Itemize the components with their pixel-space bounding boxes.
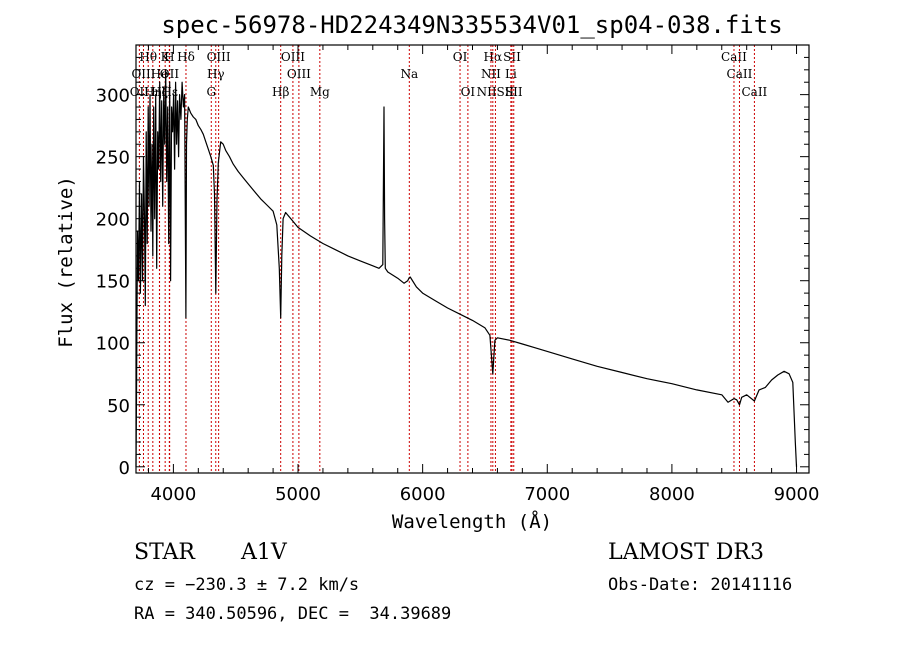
- line-marker-label: OIII: [281, 50, 305, 64]
- x-tick-label: 5000: [275, 484, 321, 505]
- line-marker-label: Hγ: [207, 67, 225, 81]
- line-marker-label: He: [151, 67, 169, 81]
- line-marker-label: Mg: [310, 85, 330, 99]
- line-marker-label: OII: [160, 67, 180, 81]
- survey-name: LAMOST DR3: [608, 540, 764, 565]
- line-marker-label: Na: [400, 67, 418, 81]
- coordinates: RA = 340.50596, DEC = 34.39689: [134, 604, 452, 624]
- y-tick-label: 250: [96, 148, 130, 169]
- line-marker-label: Hθ: [139, 50, 157, 64]
- axes: [135, 44, 810, 474]
- plot-frame: [135, 44, 810, 474]
- line-marker-label: SII: [503, 50, 521, 64]
- y-tick-label: 300: [96, 86, 130, 107]
- line-marker-label: NII: [481, 67, 501, 81]
- y-axis-label: Flux (relative): [55, 176, 77, 348]
- line-marker-label: OIII: [131, 67, 155, 81]
- x-tick-label: 7000: [524, 484, 570, 505]
- x-axis-ticks: 4000 5000 6000 7000 8000 9000: [147, 45, 820, 505]
- y-tick-label: 100: [96, 334, 130, 355]
- y-axis-ticks: 0 50 100 150 200 250 300: [96, 56, 809, 479]
- y-tick-label: 0: [119, 458, 130, 479]
- y-tick-label: 200: [96, 210, 130, 231]
- line-marker-label: CaII: [721, 50, 747, 64]
- chart-title: spec-56978-HD224349N335534V01_sp04-038.f…: [161, 11, 782, 39]
- y-tick-label: 50: [107, 396, 130, 417]
- spectrum-line: [135, 69, 798, 467]
- x-tick-label: 6000: [400, 484, 446, 505]
- line-marker-label: SII: [505, 85, 523, 99]
- line-marker-label: OII: [130, 85, 150, 99]
- line-marker-label: Hδ: [177, 50, 195, 64]
- line-marker-label: NIISII: [477, 85, 515, 99]
- spectral-subclass: A1V: [241, 540, 287, 565]
- object-type: STAR: [134, 540, 195, 565]
- observation-date: Obs-Date: 20141116: [608, 575, 793, 595]
- line-marker-label: OI: [461, 85, 476, 99]
- line-marker-label: OIII: [207, 50, 231, 64]
- line-marker-label: Li: [505, 67, 517, 81]
- line-marker-label: OI: [453, 50, 468, 64]
- x-tick-label: 8000: [649, 484, 695, 505]
- line-marker-label: Hη: [144, 85, 162, 99]
- line-marker-label: K: [161, 50, 171, 64]
- line-marker-label: G: [206, 85, 216, 99]
- y-tick-label: 150: [96, 272, 130, 293]
- line-marker-label: Hα: [484, 50, 503, 64]
- x-axis-label: Wavelength (Å): [392, 510, 552, 533]
- x-tick-label: 9000: [774, 484, 820, 505]
- redshift-value: cz = −230.3 ± 7.2 km/s: [134, 575, 360, 595]
- line-marker-label: CaII: [727, 67, 753, 81]
- x-tick-label: 4000: [150, 484, 196, 505]
- line-marker-label: Hβ: [272, 85, 289, 99]
- line-marker-label: OIII: [287, 67, 311, 81]
- line-marker-label: CaII: [741, 85, 767, 99]
